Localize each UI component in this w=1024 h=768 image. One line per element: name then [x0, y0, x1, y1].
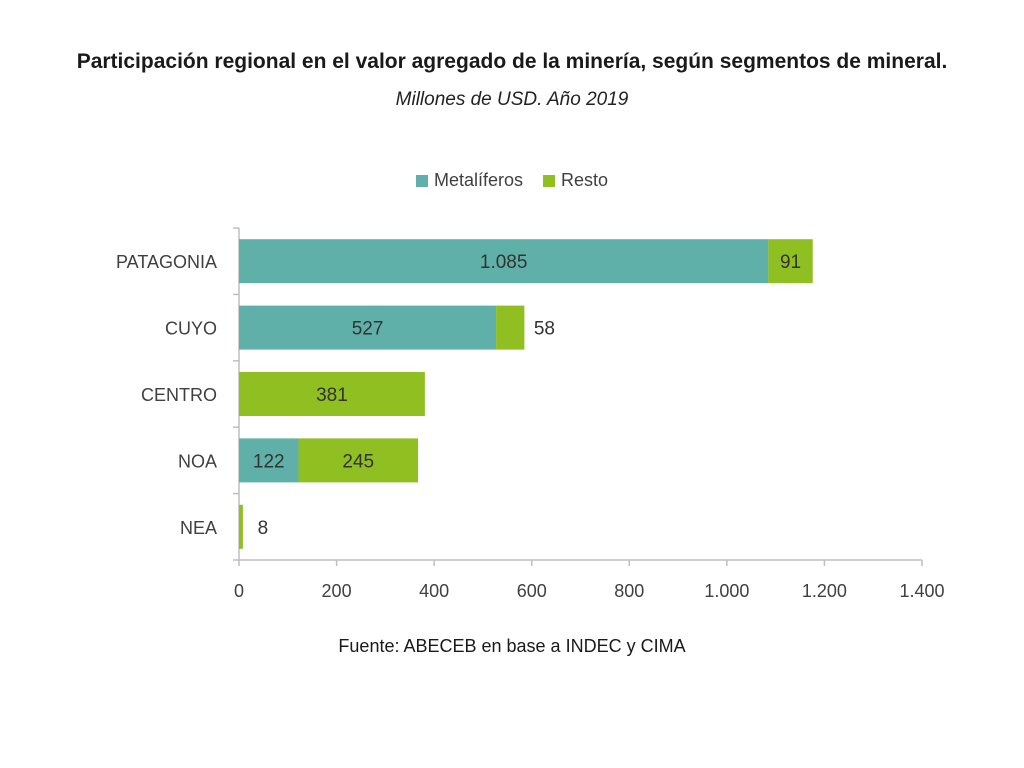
data-label: 91: [780, 252, 801, 273]
category-label: NEA: [180, 518, 217, 538]
data-label: 122: [253, 451, 285, 472]
category-label: NOA: [178, 451, 217, 471]
legend-swatch-metaliferos: [415, 174, 428, 187]
x-tick-label: 0: [234, 581, 244, 601]
bar-resto: [298, 438, 419, 483]
chart-legend: Metalíferos Resto: [0, 170, 1024, 191]
x-tick-label: 1.400: [899, 581, 944, 601]
legend-swatch-resto: [543, 174, 555, 187]
legend-item-metaliferos: Metalíferos: [415, 170, 523, 191]
bar-metaliferos: [239, 438, 299, 483]
bar-resto: [239, 372, 425, 416]
bar-metaliferos: [239, 305, 497, 350]
data-label: 8: [258, 518, 269, 539]
x-tick-label: 400: [419, 581, 449, 601]
category-label: CENTRO: [141, 385, 217, 405]
legend-label-resto: Resto: [561, 170, 609, 190]
chart-subtitle: Millones de USD. Año 2019: [395, 89, 629, 110]
x-tick-label: 200: [322, 581, 352, 601]
chart-source: Fuente: ABECEB en base a INDEC y CIMA: [338, 636, 686, 656]
bar-resto: [239, 504, 243, 549]
data-label: 381: [316, 385, 348, 406]
category-label: PATAGONIA: [116, 252, 217, 272]
x-tick-label: 1.200: [802, 581, 847, 601]
data-label: 527: [352, 319, 384, 340]
data-label: 245: [342, 451, 374, 472]
x-tick-label: 600: [517, 581, 547, 601]
bar-resto: [768, 239, 813, 284]
x-tick-label: 1.000: [704, 581, 749, 601]
x-tick-label: 800: [614, 581, 644, 601]
data-label: 58: [534, 319, 555, 340]
legend-label-metaliferos: Metalíferos: [433, 170, 523, 190]
chart-title: Participación regional en el valor agreg…: [76, 50, 948, 73]
legend-item-resto: Resto: [543, 170, 608, 191]
data-label: 1.085: [480, 252, 528, 273]
category-label: CUYO: [165, 319, 217, 339]
bar-metaliferos: [239, 239, 769, 284]
bar-resto: [496, 305, 525, 350]
